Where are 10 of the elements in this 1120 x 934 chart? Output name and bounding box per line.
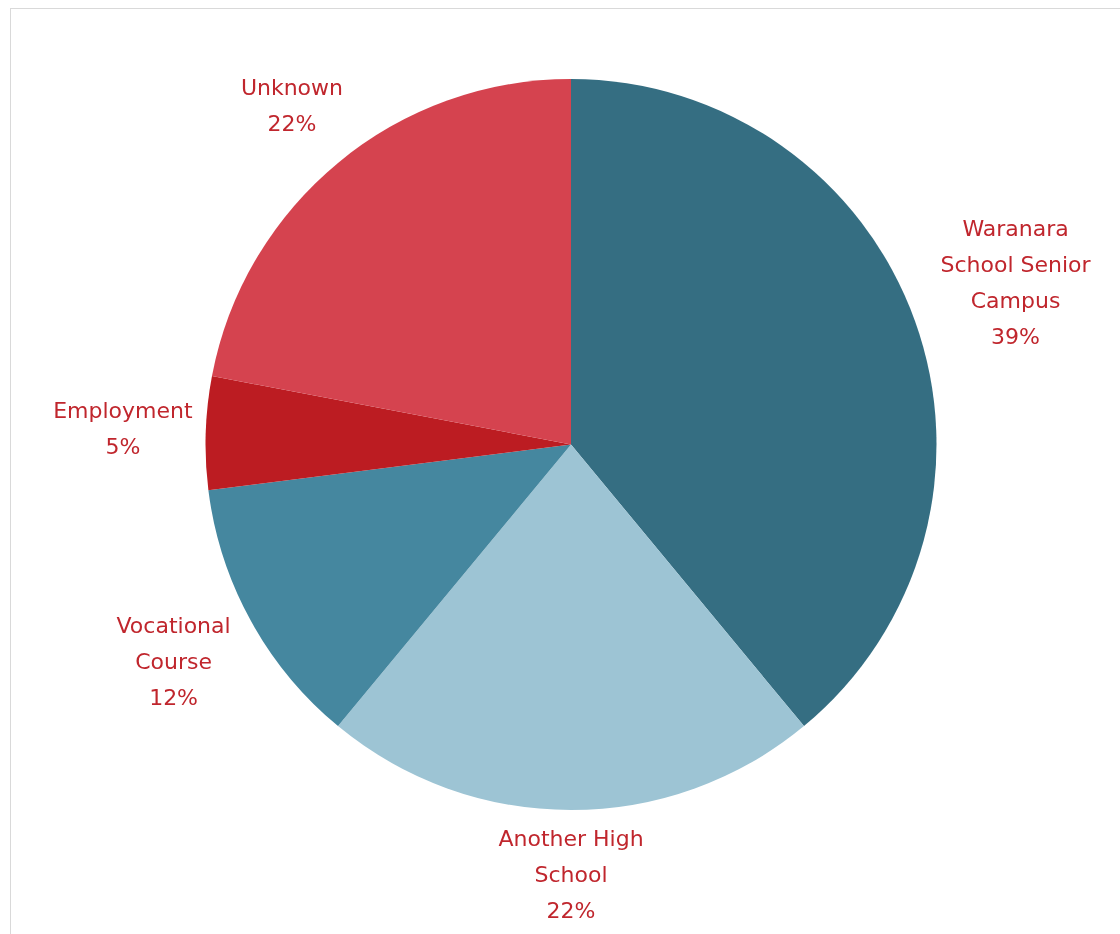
data-label: 22% — [267, 110, 317, 136]
slice-label: Employment — [53, 398, 193, 424]
data-label: 22% — [546, 897, 596, 923]
data-label: 5% — [105, 434, 141, 460]
slice-label: Vocational Course — [116, 612, 231, 674]
data-label: 12% — [149, 684, 199, 710]
slice-label: Another High School — [498, 825, 644, 887]
data-label: 39% — [991, 324, 1041, 350]
slice-label: Waranara School Senior Campus — [940, 216, 1092, 314]
slice-label: Unknown — [240, 74, 344, 100]
